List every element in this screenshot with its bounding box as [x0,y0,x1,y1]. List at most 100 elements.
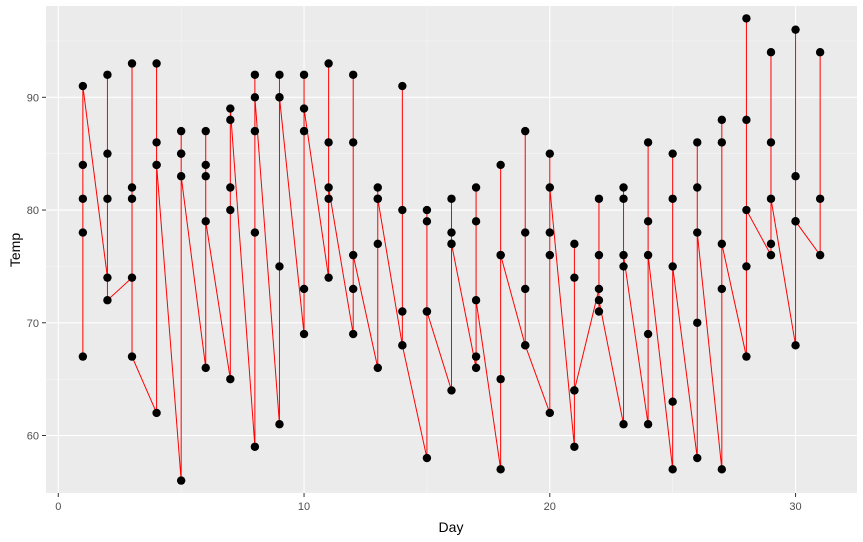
data-point [496,374,505,384]
data-point [226,115,235,125]
data-point [78,160,88,170]
data-point [226,104,235,113]
data-point [496,250,505,260]
data-point [78,352,88,361]
data-point [348,284,358,294]
data-point [643,329,653,339]
x-tick-label: 30 [789,501,801,513]
data-point [348,250,358,260]
data-point [668,397,677,406]
data-point [348,138,358,147]
data-point [766,194,776,203]
data-point [299,329,309,339]
data-point [103,70,112,79]
data-point [348,70,358,79]
data-point [521,341,530,350]
data-point [791,217,800,226]
data-point [447,386,456,395]
data-point [103,194,112,203]
data-point [471,363,481,373]
data-point [201,160,210,170]
data-point [324,273,333,282]
data-point [668,149,677,158]
data-point [78,228,88,237]
data-point [570,386,579,395]
data-point [594,284,604,294]
data-point [619,250,628,260]
data-point [668,465,677,474]
data-point [717,115,727,125]
data-point [643,217,653,226]
data-point [176,172,186,181]
data-point [619,183,628,192]
y-axis-title: Temp [7,233,23,267]
data-point [815,194,825,203]
data-point [127,194,137,203]
data-point [594,194,604,203]
data-point [152,59,161,68]
data-point [422,453,432,463]
data-point [422,307,432,316]
data-point [373,239,382,249]
data-point [791,341,800,350]
data-point [201,126,210,136]
data-point [496,160,505,170]
data-point [766,138,776,147]
data-point [570,442,579,451]
data-point [299,104,309,113]
data-point [791,172,800,181]
data-point [570,239,579,249]
data-point [201,217,210,226]
data-point [471,217,481,226]
data-point [324,59,333,68]
data-point [693,138,702,147]
data-point [447,239,456,249]
x-tick-label: 10 [298,501,310,513]
data-point [717,239,727,249]
data-point [545,183,555,192]
data-point [791,25,800,34]
y-tick-label: 70 [27,318,39,330]
data-point [275,262,284,271]
y-tick-label: 80 [27,205,39,217]
data-point [78,194,88,203]
data-point [250,228,260,237]
data-point [127,352,137,361]
data-point [717,284,727,294]
data-point [742,14,751,23]
data-point [324,194,333,203]
data-point [103,296,112,305]
data-point [250,126,260,136]
x-axis-title: Day [439,519,464,535]
data-point [275,93,284,102]
data-point [766,48,776,57]
data-point [324,183,333,192]
data-point [742,352,751,361]
data-point [324,138,333,147]
data-point [373,363,382,373]
data-point [398,205,407,215]
data-point [521,228,530,237]
data-point [398,307,407,316]
data-point [717,138,727,147]
data-point [447,228,456,237]
data-point [127,183,137,192]
data-point [176,476,186,485]
data-point [742,115,751,125]
data-point [545,228,555,237]
x-tick-label: 0 [55,501,61,513]
data-point [815,250,825,260]
data-point [250,442,260,451]
data-point [176,126,186,136]
data-point [201,363,210,373]
data-point [471,352,481,361]
data-point [693,453,702,463]
data-point [127,273,137,282]
data-point [78,81,88,91]
data-point [717,465,727,474]
data-point [152,138,161,147]
data-point [226,205,235,215]
data-point [742,205,751,215]
data-point [766,239,776,249]
